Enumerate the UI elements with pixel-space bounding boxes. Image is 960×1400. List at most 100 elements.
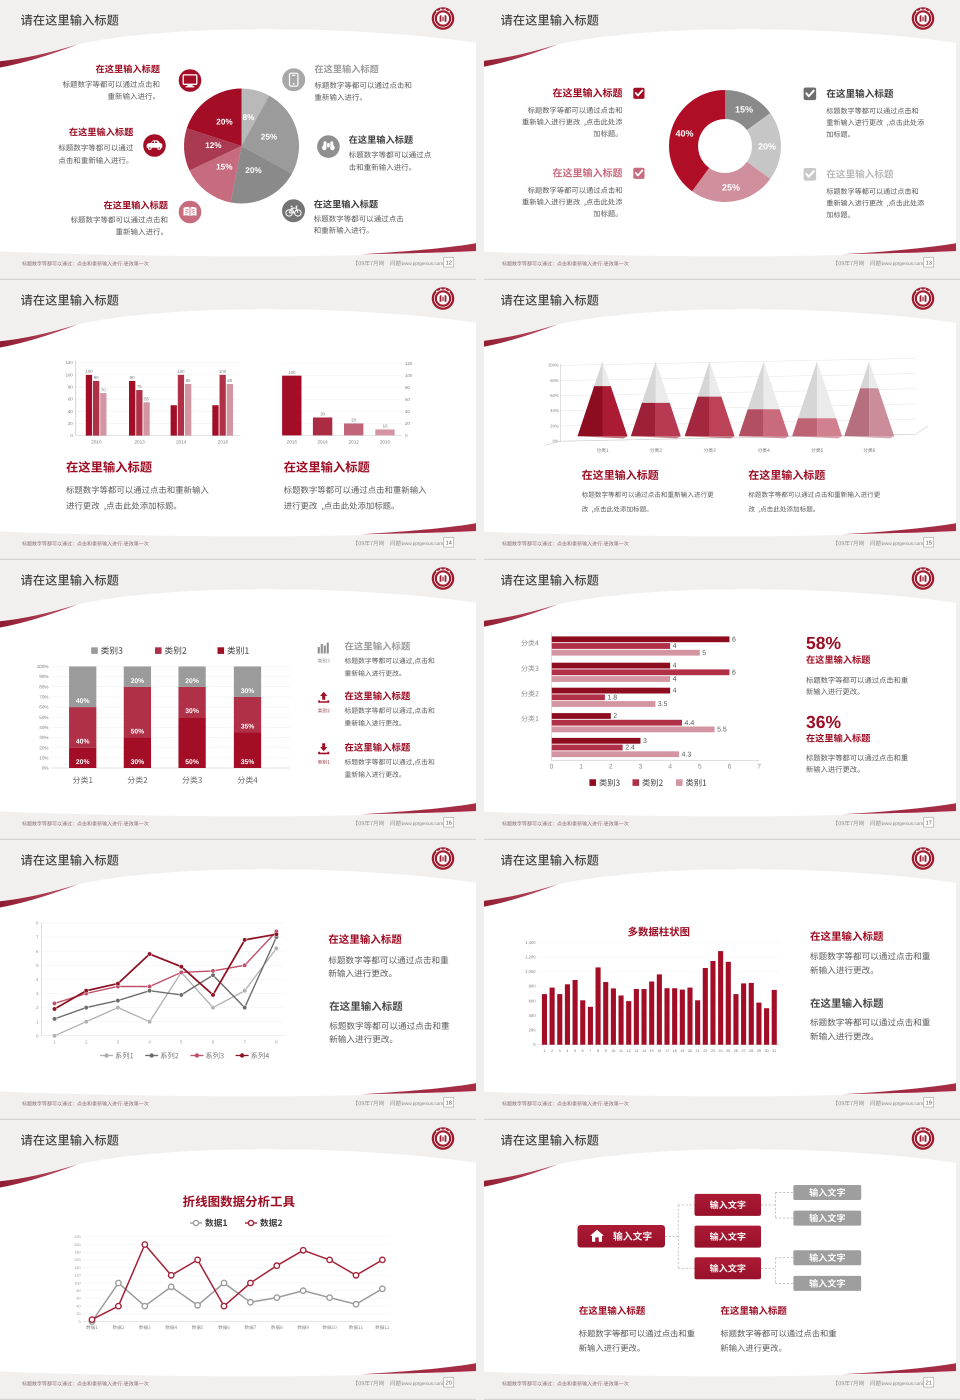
svg-text:20%: 20% <box>216 118 233 127</box>
svg-text:www.pptgenius.com: www.pptgenius.com <box>882 541 924 546</box>
svg-text:28: 28 <box>749 1049 753 1053</box>
svg-text:1: 1 <box>579 764 583 771</box>
svg-text:4.3: 4.3 <box>682 751 692 758</box>
svg-text:0: 0 <box>70 433 73 438</box>
svg-text:20: 20 <box>446 1381 452 1387</box>
svg-text:14: 14 <box>642 1049 646 1053</box>
svg-text:85: 85 <box>186 378 191 383</box>
svg-text:50%: 50% <box>39 715 48 720</box>
svg-text:85: 85 <box>227 378 232 383</box>
svg-text:4: 4 <box>566 1049 568 1053</box>
svg-text:100: 100 <box>405 373 413 378</box>
svg-text:2010: 2010 <box>380 439 391 444</box>
svg-text:25%: 25% <box>722 183 740 193</box>
svg-text:18: 18 <box>446 1101 452 1107</box>
svg-text:6: 6 <box>732 636 736 643</box>
svg-text:14: 14 <box>446 541 452 547</box>
svg-text:16: 16 <box>657 1049 661 1053</box>
svg-text:4.4: 4.4 <box>685 720 695 727</box>
svg-text:www.pptgenius.com: www.pptgenius.com <box>402 1101 444 1106</box>
svg-text:10: 10 <box>611 1049 615 1053</box>
svg-text:20%: 20% <box>185 678 199 685</box>
svg-text:50%: 50% <box>185 759 199 766</box>
svg-text:2: 2 <box>36 1005 39 1010</box>
svg-text:30%: 30% <box>185 708 199 715</box>
svg-text:80: 80 <box>405 385 410 390</box>
svg-text:36%: 36% <box>806 712 841 732</box>
svg-text:40: 40 <box>68 409 73 414</box>
svg-text:1,400: 1,400 <box>525 940 536 945</box>
svg-text:120: 120 <box>74 1274 80 1278</box>
svg-text:25%: 25% <box>261 133 278 142</box>
svg-text:80: 80 <box>68 385 73 390</box>
svg-text:40%: 40% <box>39 725 48 730</box>
svg-text:11: 11 <box>619 1049 623 1053</box>
svg-text:30%: 30% <box>131 759 145 766</box>
svg-text:58%: 58% <box>806 633 841 653</box>
svg-text:23: 23 <box>711 1049 715 1053</box>
svg-text:3.5: 3.5 <box>658 701 668 708</box>
svg-text:0%: 0% <box>42 766 49 771</box>
svg-text:30: 30 <box>764 1049 768 1053</box>
svg-text:21: 21 <box>696 1049 700 1053</box>
svg-text:100: 100 <box>219 369 227 374</box>
svg-text:100: 100 <box>288 370 296 375</box>
svg-text:20: 20 <box>688 1049 692 1053</box>
svg-text:21: 21 <box>926 1381 932 1387</box>
svg-text:3: 3 <box>643 738 647 745</box>
svg-text:160: 160 <box>74 1258 80 1262</box>
svg-text:35%: 35% <box>241 724 255 731</box>
svg-text:19: 19 <box>680 1049 684 1053</box>
svg-text:15: 15 <box>926 541 932 547</box>
svg-text:100: 100 <box>85 369 93 374</box>
svg-text:3: 3 <box>117 1040 120 1045</box>
svg-text:60: 60 <box>68 397 73 402</box>
svg-text:70%: 70% <box>39 695 48 700</box>
svg-text:6: 6 <box>212 1040 215 1045</box>
svg-text:2.4: 2.4 <box>625 745 635 752</box>
svg-text:6: 6 <box>728 764 732 771</box>
svg-text:4: 4 <box>673 663 677 670</box>
svg-text:80%: 80% <box>39 684 48 689</box>
svg-text:1.8: 1.8 <box>607 694 617 701</box>
svg-text:2: 2 <box>551 1049 553 1053</box>
svg-text:5: 5 <box>36 963 39 968</box>
svg-text:6: 6 <box>732 669 736 676</box>
svg-text:100: 100 <box>177 369 185 374</box>
svg-text:15%: 15% <box>216 162 233 171</box>
svg-text:www.pptgenius.com: www.pptgenius.com <box>402 261 444 266</box>
svg-text:16: 16 <box>446 821 452 827</box>
svg-text:180: 180 <box>74 1251 80 1255</box>
svg-text:www.pptgenius.com: www.pptgenius.com <box>402 821 444 826</box>
svg-text:www.pptgenius.com: www.pptgenius.com <box>882 821 924 826</box>
svg-text:27: 27 <box>742 1049 746 1053</box>
svg-text:www.pptgenius.com: www.pptgenius.com <box>402 1381 444 1386</box>
svg-text:8: 8 <box>36 921 39 926</box>
svg-text:70: 70 <box>101 387 106 392</box>
svg-text:0: 0 <box>533 1042 536 1047</box>
svg-text:0: 0 <box>78 1320 80 1324</box>
svg-text:13: 13 <box>634 1049 638 1053</box>
svg-text:4: 4 <box>673 676 677 683</box>
svg-text:600: 600 <box>529 998 537 1003</box>
svg-text:7: 7 <box>589 1049 591 1053</box>
svg-text:17: 17 <box>665 1049 669 1053</box>
svg-text:20: 20 <box>405 421 410 426</box>
svg-text:12%: 12% <box>205 141 222 150</box>
svg-text:8: 8 <box>275 1040 278 1045</box>
svg-text:40%: 40% <box>550 408 559 413</box>
svg-text:25: 25 <box>726 1049 730 1053</box>
svg-text:20%: 20% <box>758 142 776 152</box>
svg-text:2010: 2010 <box>91 439 102 444</box>
svg-text:20: 20 <box>76 1312 80 1316</box>
svg-text:20%: 20% <box>131 678 145 685</box>
svg-text:www.pptgenius.com: www.pptgenius.com <box>402 541 444 546</box>
svg-text:www.pptgenius.com: www.pptgenius.com <box>882 1381 924 1386</box>
svg-text:20: 20 <box>68 421 73 426</box>
svg-text:40%: 40% <box>675 129 693 139</box>
svg-text:24: 24 <box>719 1049 723 1053</box>
svg-text:5: 5 <box>702 650 706 657</box>
svg-text:8%: 8% <box>243 113 256 122</box>
svg-text:35%: 35% <box>241 759 255 766</box>
svg-text:2: 2 <box>609 764 613 771</box>
